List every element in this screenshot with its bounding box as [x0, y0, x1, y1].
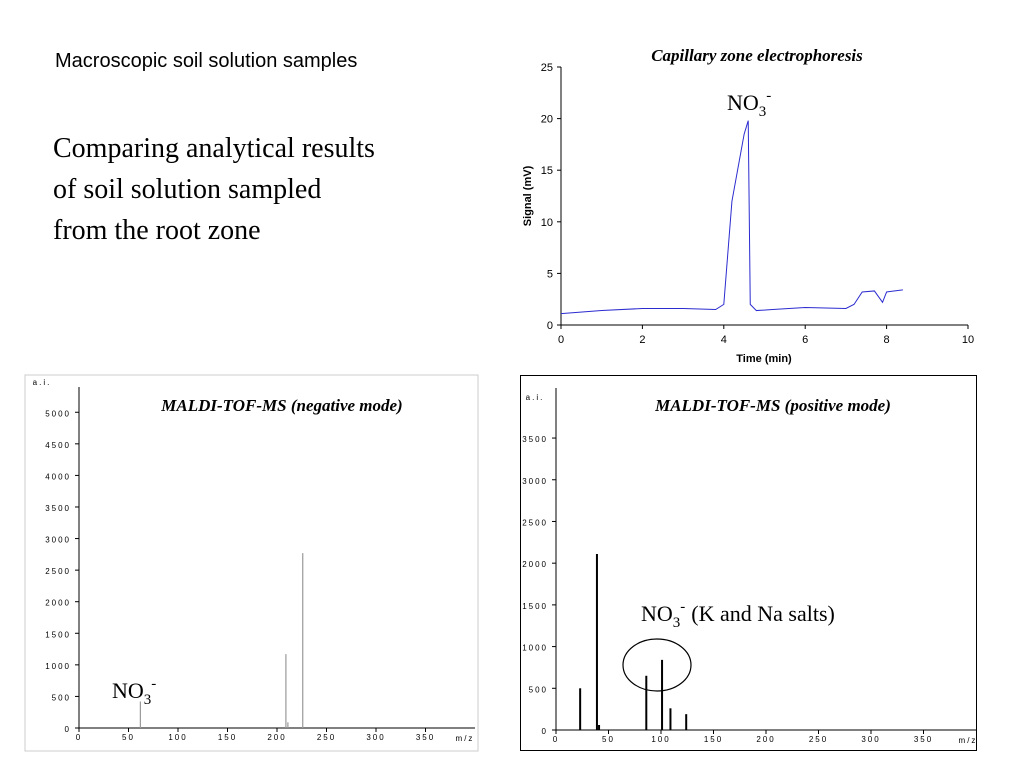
y-tick-label: 3500	[45, 504, 71, 513]
x-tick-label: 100	[651, 735, 670, 744]
y-tick-label: 500	[52, 693, 71, 702]
body-line: Comparing analytical results	[53, 133, 375, 164]
x-tick-label: 350	[914, 735, 933, 744]
annotation-text: NO	[112, 678, 144, 703]
y-tick-label: 1500	[45, 630, 71, 639]
annotation-sup: -	[151, 676, 156, 692]
panel-frame	[520, 375, 977, 751]
x-tick-label: 150	[218, 733, 237, 742]
annotation-sup: -	[680, 599, 685, 615]
x-tick-label: 8	[884, 334, 890, 346]
x-tick-label: 0	[558, 334, 564, 346]
y-tick-label: 2000	[522, 560, 548, 569]
x-tick-label: 350	[416, 733, 435, 742]
y-axis-label: Signal (mV)	[522, 165, 534, 226]
x-tick-label: 200	[756, 735, 775, 744]
y-tick-label: 2500	[45, 567, 71, 576]
y-tick-label: 4000	[45, 472, 71, 481]
signal-line	[560, 120, 903, 315]
x-tick-label: 10	[962, 334, 974, 346]
annotation-sub: 3	[759, 104, 767, 120]
annotation-text: NO	[641, 601, 673, 626]
x-tick-label: 150	[704, 735, 723, 744]
y-tick-label: 3000	[522, 477, 548, 486]
x-tick-label: 0	[76, 733, 82, 742]
y-tick-label: 5000	[45, 409, 71, 418]
panel-frame	[24, 374, 479, 752]
annotation: NO3-	[727, 88, 771, 120]
x-axis-label: Time (min)	[736, 353, 792, 365]
y-tick-label: 3000	[45, 536, 71, 545]
y-tick-label: 10	[541, 217, 553, 229]
x-tick-label: 250	[809, 735, 828, 744]
y-tick-label: 5	[547, 268, 553, 280]
y-axis-label: a.i.	[33, 378, 52, 387]
annotation-sup: -	[766, 88, 771, 104]
slide-heading: Macroscopic soil solution samples	[55, 50, 357, 72]
annotation-sub: 3	[144, 692, 152, 708]
y-tick-label: 3500	[522, 435, 548, 444]
x-tick-label: 100	[168, 733, 187, 742]
y-tick-label: 2000	[45, 599, 71, 608]
x-tick-label: 300	[366, 733, 385, 742]
y-tick-label: 0	[65, 725, 71, 734]
annotation-sub: 3	[673, 615, 681, 631]
x-tick-label: 300	[861, 735, 880, 744]
y-tick-label: 1500	[522, 602, 548, 611]
annotation-text: (K and Na salts)	[691, 601, 835, 626]
y-tick-label: 15	[541, 165, 553, 177]
x-tick-label: 50	[122, 733, 135, 742]
y-tick-label: 1000	[522, 644, 548, 653]
body-line: of soil solution sampled	[53, 174, 321, 205]
annotation-text: NO	[727, 90, 759, 115]
y-tick-label: 25	[541, 62, 553, 74]
chart-title: Capillary zone electrophoresis	[651, 46, 863, 65]
x-axis-label: m/z	[456, 734, 475, 743]
highlight-ellipse	[622, 638, 692, 692]
chart-title: MALDI-TOF-MS (positive mode)	[654, 396, 891, 415]
chart-title: MALDI-TOF-MS (negative mode)	[160, 396, 402, 415]
x-tick-label: 0	[553, 735, 559, 744]
x-tick-label: 6	[802, 334, 808, 346]
x-tick-label: 4	[721, 334, 727, 346]
y-tick-label: 500	[529, 685, 548, 694]
y-tick-label: 1000	[45, 662, 71, 671]
body-line: from the root zone	[53, 215, 261, 246]
y-tick-label: 4500	[45, 441, 71, 450]
x-tick-label: 200	[267, 733, 286, 742]
x-axis-label: m/z	[959, 736, 978, 745]
x-tick-label: 50	[602, 735, 615, 744]
annotation: NO3-	[112, 676, 156, 708]
y-tick-label: 0	[542, 727, 548, 736]
x-tick-label: 2	[639, 334, 645, 346]
y-tick-label: 0	[547, 320, 553, 332]
y-tick-label: 20	[541, 114, 553, 126]
annotation: NO3- (K and Na salts)	[641, 599, 835, 631]
x-tick-label: 250	[317, 733, 336, 742]
y-axis-label: a.i.	[526, 393, 545, 402]
y-tick-label: 2500	[522, 518, 548, 527]
